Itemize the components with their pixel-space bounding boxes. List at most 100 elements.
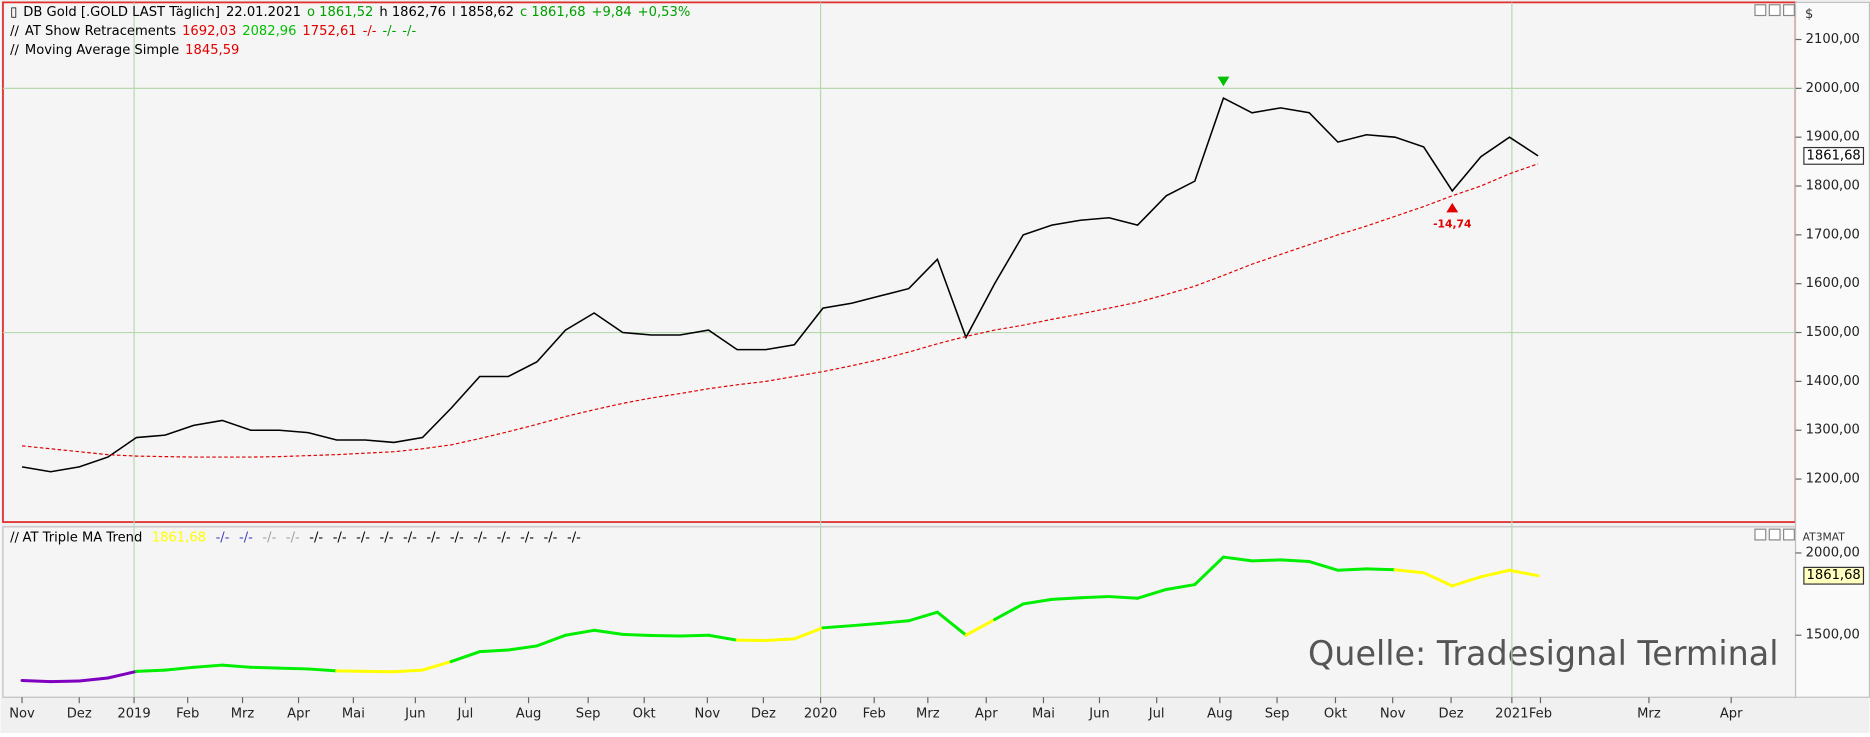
x-tick-label: Jul: [1148, 706, 1165, 721]
trend-segment: [1366, 569, 1395, 570]
trend-segment: [1080, 597, 1109, 598]
indicator-value: 1752,61: [302, 23, 356, 38]
indicator-value: -/-: [262, 530, 276, 545]
x-tick-label: Okt: [633, 706, 656, 721]
legend-icon: /∕: [10, 530, 19, 545]
y-axis-area: [1796, 2, 1870, 697]
minimize-button[interactable]: [1755, 529, 1766, 540]
x-tick-label: Dez: [1439, 706, 1464, 721]
legend-icon: /∕: [10, 43, 19, 58]
maximize-button[interactable]: [1769, 529, 1780, 540]
x-tick-label: Feb: [863, 706, 886, 721]
trend-segment: [480, 650, 509, 652]
x-tick-label: Feb: [1529, 706, 1552, 721]
x-tick-label: Apr: [287, 706, 310, 721]
close-button[interactable]: [1784, 5, 1795, 16]
ohlc-value: o 1861,52: [307, 4, 373, 19]
legend-icon: ▯: [10, 4, 17, 19]
x-tick-label: Nov: [695, 706, 721, 721]
indicator-value: -/-: [520, 530, 534, 545]
x-tick-label: Apr: [975, 706, 998, 721]
x-tick-label: Sep: [1265, 706, 1290, 721]
ohlc-value: c 1861,68: [520, 4, 586, 19]
trend-segment: [1052, 598, 1081, 600]
indicator-value: 1861,68: [152, 530, 206, 545]
x-tick-label: Mrz: [231, 706, 255, 721]
trend-segment: [136, 670, 165, 671]
trend-segment: [22, 680, 51, 681]
y-tick-label: 1300,00: [1806, 423, 1860, 438]
trend-segment: [623, 634, 652, 635]
indicator-value: -/-: [380, 530, 394, 545]
x-tick-label: Nov: [9, 706, 35, 721]
date: 22.01.2021: [226, 4, 301, 19]
indicator-value: -/-: [363, 23, 377, 38]
indicator-value: -/-: [426, 530, 440, 545]
indicator-value: -/-: [333, 530, 347, 545]
main-panel: [3, 2, 1796, 522]
y-tick-label: 1500,00: [1806, 325, 1860, 340]
x-tick-label: Jul: [456, 706, 473, 721]
trend-segment: [1338, 569, 1367, 570]
x-tick-label: Dez: [67, 706, 92, 721]
indicator-value: -/-: [286, 530, 300, 545]
x-tick-label: Dez: [751, 706, 776, 721]
x-tick-label: 2020: [804, 706, 837, 721]
indicator-value: -/-: [309, 530, 323, 545]
y-tick-label: 2000,00: [1806, 545, 1860, 560]
indicator-value: -/-: [544, 530, 558, 545]
indicator-value: -/-: [450, 530, 464, 545]
trend-segment: [1252, 560, 1281, 561]
trend-segment: [251, 667, 280, 668]
indicator-value: -/-: [402, 23, 416, 38]
x-tick-label: Mai: [342, 706, 365, 721]
legend-row: /∕ AT Show Retracements 1692,03 2082,96 1752…: [10, 23, 416, 38]
indicator-name: Moving Average Simple: [25, 43, 179, 58]
indicator-value: -/-: [403, 530, 417, 545]
x-tick-label: Aug: [1207, 706, 1233, 721]
change-value: +9,84: [592, 4, 632, 19]
x-tick-label: Aug: [516, 706, 542, 721]
x-tick-label: Mrz: [1637, 706, 1661, 721]
ohlc-value: l 1858,62: [452, 4, 514, 19]
indicator-value: 2082,96: [242, 23, 296, 38]
x-tick-label: Jun: [404, 706, 425, 721]
annotation: -14,74: [1433, 217, 1471, 230]
x-tick-label: Mai: [1032, 706, 1055, 721]
x-tick-label: 2019: [117, 706, 150, 721]
legend-icon: /∕: [10, 23, 19, 38]
trend-segment: [680, 635, 709, 636]
y-tick-label: 1700,00: [1806, 227, 1860, 242]
trend-segment: [308, 669, 337, 671]
axis-name: AT3MAT: [1803, 531, 1846, 544]
indicator-value: 1692,03: [182, 23, 236, 38]
close-button[interactable]: [1784, 529, 1795, 540]
instrument-name: DB Gold [.GOLD LAST Täglich]: [23, 4, 220, 19]
indicator-value: -/-: [239, 530, 253, 545]
trend-segment: [766, 639, 795, 641]
x-tick-label: Feb: [176, 706, 199, 721]
y-tick-label: 2100,00: [1806, 32, 1860, 47]
legend-row: /∕ Moving Average Simple 1845,59: [10, 43, 239, 58]
indicator-value: -/-: [567, 530, 581, 545]
indicator-value: -/-: [382, 23, 396, 38]
last-price-label: 1861,68: [1807, 148, 1861, 163]
y-tick-label: 1400,00: [1806, 374, 1860, 389]
indicator-value: -/-: [216, 530, 230, 545]
x-tick-label: Jun: [1088, 706, 1109, 721]
indicator-value: 1845,59: [185, 43, 239, 58]
indicator-name: AT Show Retracements: [25, 23, 176, 38]
maximize-button[interactable]: [1769, 5, 1780, 16]
y-tick-label: 1800,00: [1806, 179, 1860, 194]
indicator-value: -/-: [473, 530, 487, 545]
x-tick-label: 2021: [1495, 706, 1528, 721]
minimize-button[interactable]: [1755, 5, 1766, 16]
trend-segment: [51, 681, 80, 682]
y-tick-label: 1200,00: [1806, 472, 1860, 487]
last-value-label: 1861,68: [1807, 568, 1861, 583]
ohlc-value: h 1862,76: [379, 4, 446, 19]
x-tick-label: Sep: [576, 706, 601, 721]
trend-segment: [1281, 560, 1310, 562]
